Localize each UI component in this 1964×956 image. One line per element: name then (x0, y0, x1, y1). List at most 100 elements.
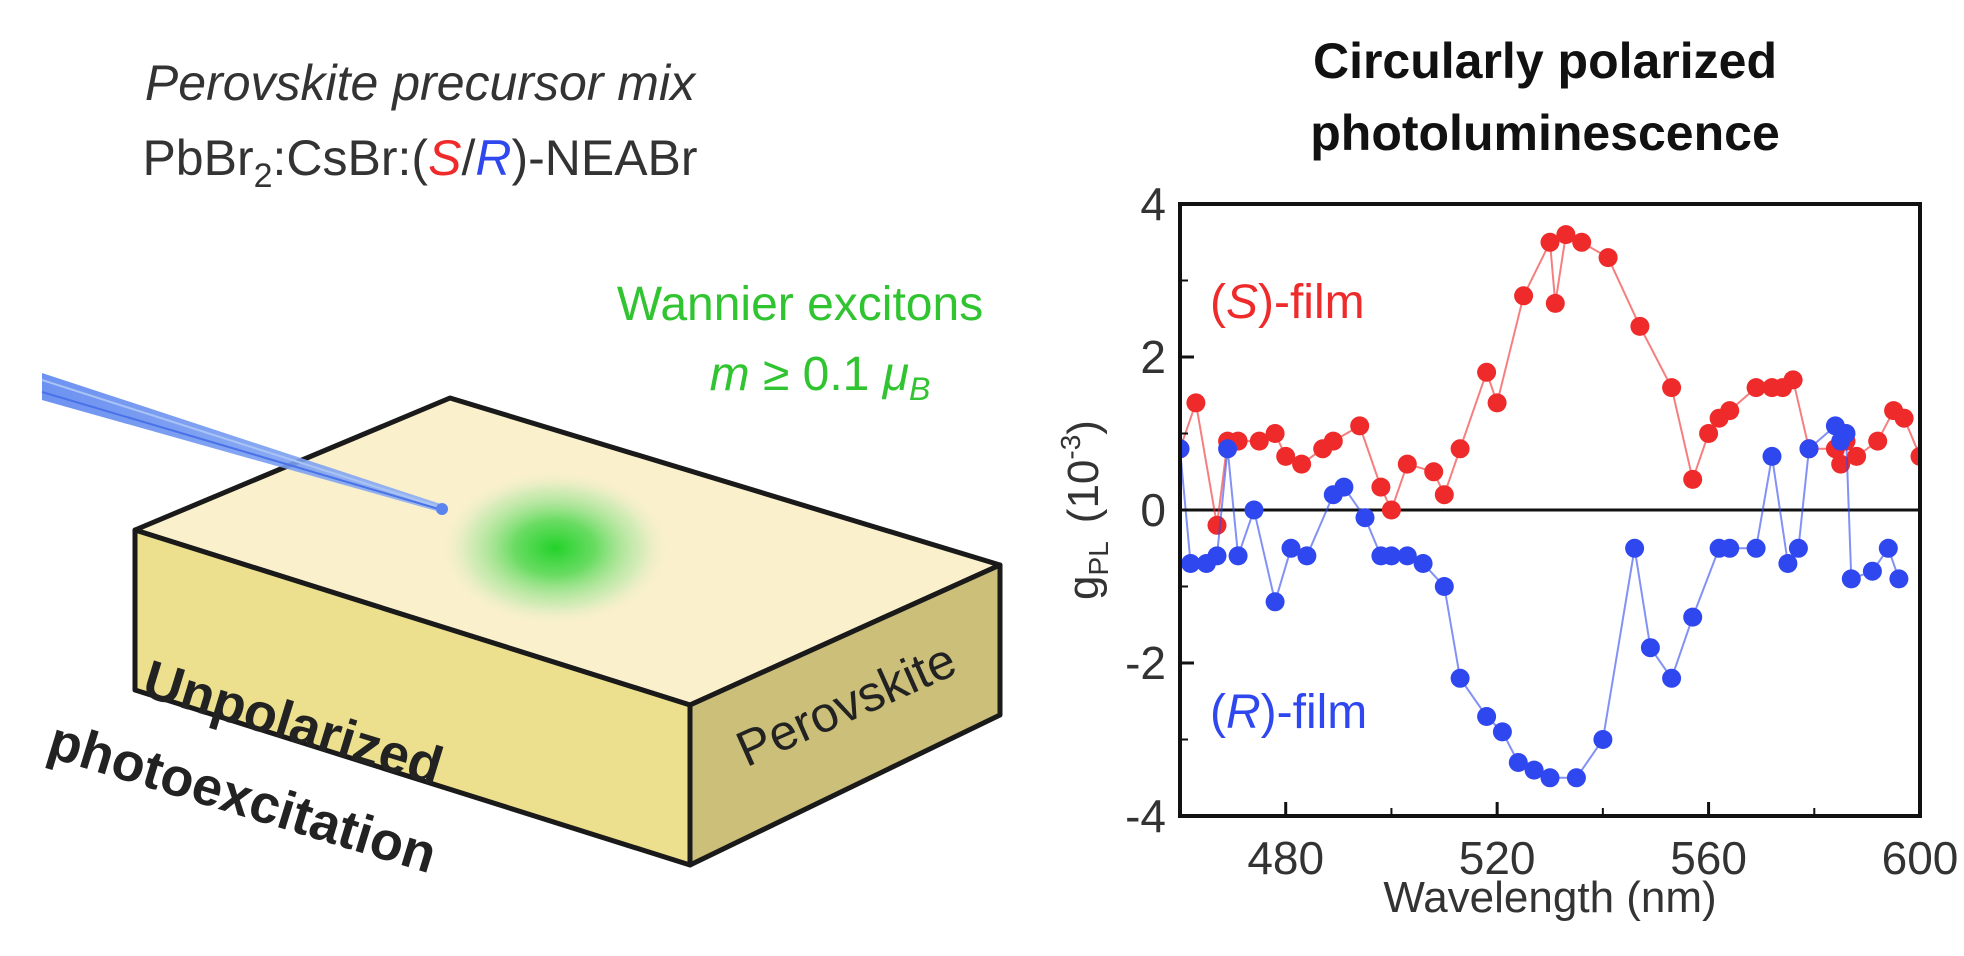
data-point-s-film (1397, 454, 1417, 474)
data-point-s-film (1662, 378, 1682, 398)
data-point-r-film (1228, 546, 1248, 566)
data-point-r-film (1862, 561, 1882, 581)
data-point-s-film (1847, 446, 1867, 466)
data-point-r-film (1181, 554, 1201, 573)
data-point-r-film (1524, 760, 1544, 780)
data-point-s-film (1477, 362, 1497, 382)
y-label-g: g (1059, 575, 1108, 599)
y-label-unit-exponent: -3 (1055, 435, 1086, 460)
data-point-s-film (1207, 515, 1227, 535)
data-point-s-film (1630, 316, 1650, 336)
data-point-s-film (1514, 286, 1534, 306)
data-point-s-film (1556, 225, 1576, 245)
data-point-r-film (1720, 538, 1740, 558)
y-tick-label: 0 (1140, 484, 1166, 536)
formula-pbbr: PbBr (142, 130, 253, 186)
data-point-r-film (1244, 500, 1264, 520)
data-point-s-film (1381, 500, 1401, 520)
plot-area (1180, 225, 1920, 788)
excitation-beam (41, 373, 448, 515)
data-point-r-film (1778, 554, 1798, 573)
data-point-r-film (1683, 607, 1703, 627)
data-point-r-film (1207, 546, 1227, 566)
data-point-r-film (1434, 577, 1454, 596)
data-point-s-film (1868, 431, 1888, 451)
x-axis-label: Wavelength (nm) (1383, 873, 1716, 922)
formula-csbr: :CsBr:( (273, 130, 429, 186)
data-point-s-film (1450, 439, 1470, 459)
data-point-r-film (1492, 722, 1512, 742)
data-point-s-film (1186, 393, 1206, 413)
data-point-r-film (1625, 538, 1645, 558)
data-point-s-film (1831, 454, 1851, 474)
beam-spot (436, 503, 448, 515)
data-point-r-film (1540, 768, 1560, 788)
formula-subscript: 2 (254, 157, 273, 195)
data-point-r-film (1477, 707, 1497, 726)
data-point-r-film (1593, 730, 1613, 749)
data-point-r-film (1662, 668, 1682, 688)
exciton-mu-subscript: B (909, 371, 930, 407)
data-point-r-film (1762, 446, 1782, 466)
x-tick-label: 600 (1882, 832, 1959, 884)
data-point-r-film (1640, 638, 1660, 658)
precursor-title: Perovskite precursor mix (145, 55, 697, 111)
schematic-panel: Perovskite precursor mix PbBr2:CsBr:(S/R… (41, 55, 1003, 885)
y-axis: -4 -2 0 2 4 (1125, 178, 1194, 842)
data-point-s-film (1746, 378, 1766, 398)
y-label-unit: (10 (1059, 460, 1108, 524)
data-point-r-film (1397, 546, 1417, 566)
y-axis-label: gPL (10-3) (1055, 420, 1114, 600)
x-tick-label: 520 (1459, 832, 1536, 884)
data-point-s-film (1323, 431, 1343, 451)
precursor-formula: PbBr2:CsBr:(S/R)-NEABr (142, 130, 697, 195)
data-point-s-film (1598, 248, 1618, 268)
formula-slash: / (461, 130, 475, 186)
y-label-g-subscript: PL (1083, 541, 1114, 575)
data-point-s-film (1371, 477, 1391, 497)
beam-highlight-2 (41, 391, 443, 511)
formula-s: S (428, 130, 461, 186)
exciton-relation: ≥ 0.1 (750, 348, 883, 401)
data-point-r-film (1878, 538, 1898, 558)
data-point-r-film (1836, 424, 1856, 443)
data-point-r-film (1265, 592, 1285, 612)
data-point-s-film (1894, 408, 1914, 428)
data-point-s-film (1783, 370, 1803, 390)
exciton-mu: μ (881, 348, 909, 401)
x-tick-label: 480 (1247, 832, 1324, 884)
data-point-s-film (1699, 424, 1719, 443)
data-point-r-film (1180, 439, 1190, 459)
y-tick-label: -4 (1125, 790, 1166, 842)
y-tick-label: 4 (1140, 178, 1166, 230)
data-point-s-film (1292, 454, 1312, 474)
data-point-r-film (1381, 546, 1401, 566)
data-point-r-film (1788, 538, 1808, 558)
data-point-s-film (1434, 485, 1454, 505)
data-point-s-film (1350, 416, 1370, 436)
beam-highlight-1 (41, 379, 443, 509)
data-point-s-film (1540, 232, 1560, 252)
data-point-s-film (1487, 393, 1507, 413)
data-point-r-film (1508, 753, 1528, 772)
data-point-r-film (1889, 569, 1909, 589)
data-point-r-film (1413, 554, 1433, 573)
data-point-r-film (1281, 538, 1301, 558)
x-axis: 480 520 560 600 (1179, 802, 1959, 884)
data-point-s-film (1572, 232, 1592, 252)
block-side-face (687, 562, 1003, 868)
data-point-s-film (1910, 446, 1920, 466)
data-point-r-film (1799, 439, 1819, 459)
x-tick-label: 560 (1670, 832, 1747, 884)
data-point-s-film (1276, 446, 1296, 466)
exciton-m: m (710, 348, 750, 401)
data-point-r-film (1218, 439, 1238, 459)
chart-title-line2: photoluminescence (1310, 105, 1780, 161)
data-point-s-film (1545, 293, 1565, 313)
exciton-title: Wannier excitons (617, 278, 983, 331)
exciton-glow (440, 470, 670, 626)
formula-r: R (475, 130, 511, 186)
y-label-unit-close: ) (1059, 420, 1108, 435)
data-point-r-film (1746, 538, 1766, 558)
